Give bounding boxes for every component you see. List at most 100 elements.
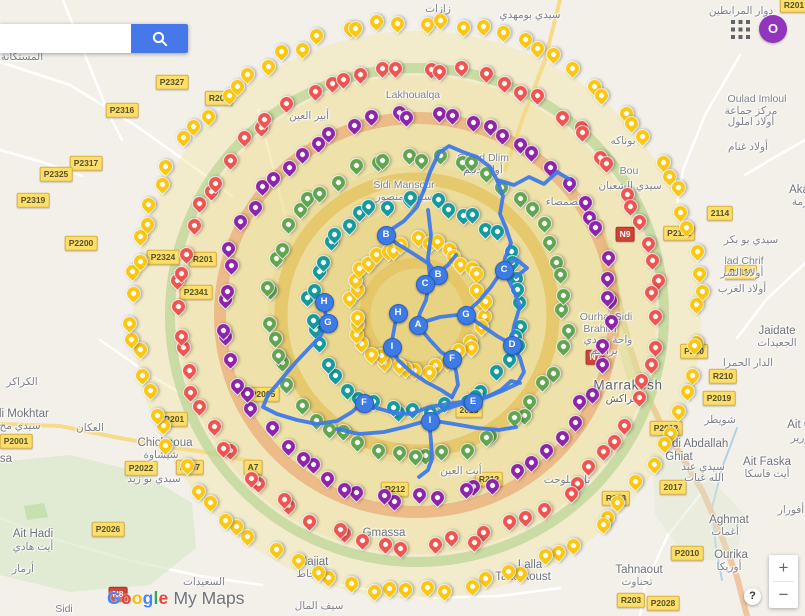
road-badge: P2324 — [146, 249, 180, 265]
road-white — [743, 138, 805, 177]
map-label: Ghiat — [665, 451, 693, 463]
route-waypoint-g[interactable]: G — [318, 313, 338, 333]
map-label: أفورار — [777, 504, 805, 516]
map-label: Aghmat — [709, 514, 749, 526]
map-label: الدار الحمرا — [722, 357, 774, 369]
map-label: Sidi — [55, 603, 73, 615]
route-waypoint-f[interactable]: F — [354, 393, 374, 413]
road-badge: P2026 — [91, 521, 125, 537]
road-badge: P2118 — [724, 264, 758, 280]
map-label: رمة — [791, 196, 805, 208]
road-badge: P2022 — [124, 460, 158, 476]
zoom-out-button[interactable]: − — [778, 585, 789, 604]
map-label: Oulad Imloul — [727, 93, 787, 105]
road-badge: P2325 — [39, 166, 73, 182]
map-label: الصمصاء — [545, 196, 585, 208]
help-button[interactable]: ? — [744, 588, 761, 605]
map-label: Aka — [789, 184, 805, 196]
map-label: سيدي بومهدي — [499, 9, 561, 21]
search-input[interactable] — [0, 24, 131, 53]
map-label: أولاد الشر — [720, 267, 764, 279]
route-waypoint-h[interactable]: H — [388, 303, 408, 323]
green-area — [652, 452, 745, 560]
map-label: سيدي عبد — [681, 461, 725, 473]
map-label: الكراكر — [6, 376, 38, 388]
map-label: sa — [0, 453, 13, 465]
map-label: السعيدات — [182, 576, 226, 588]
map-label: أرمار — [12, 563, 34, 575]
logo-letter: e — [158, 588, 169, 608]
map-label: أولاد الغرب — [717, 283, 767, 295]
logo-letter: o — [120, 588, 132, 608]
road-badge: P2001 — [0, 433, 33, 449]
map-label: أغمات — [711, 526, 739, 538]
search-bar — [0, 24, 188, 53]
map-label: الله غيات — [684, 472, 724, 484]
road-badge: P2019 — [702, 390, 736, 406]
road-badge: P2316 — [105, 102, 139, 118]
my-maps-label: My Maps — [173, 588, 245, 608]
map-label: أيت هادي — [12, 541, 54, 553]
road-badge: 2017 — [659, 479, 687, 495]
map-label: العكان — [76, 422, 104, 434]
route-waypoint-i[interactable]: I — [420, 411, 440, 431]
zoom-in-button[interactable]: + — [778, 558, 789, 577]
map-label: أولاد املول — [727, 116, 775, 128]
map-label: Ourika — [714, 549, 748, 561]
green-area — [24, 503, 48, 520]
road-badge: P2341 — [179, 284, 213, 300]
map-label: دوار المرابطين — [708, 5, 774, 17]
road-badge: P2327 — [155, 74, 189, 90]
route-waypoint-g[interactable]: G — [456, 305, 476, 325]
zoom-control: + − — [769, 555, 798, 608]
map-label: سيدي مخ — [0, 420, 41, 432]
route-waypoint-f[interactable]: F — [442, 349, 462, 369]
logo-letter: g — [142, 588, 154, 608]
route-waypoint-i[interactable]: I — [382, 337, 402, 357]
road-badge: R210 — [708, 368, 738, 384]
map-label: المستكانة — [0, 51, 44, 63]
map-label: Gmassa — [362, 527, 406, 539]
road-badge: 2114 — [706, 205, 734, 221]
road-badge: P2010 — [670, 545, 704, 561]
route-waypoint-a[interactable]: A — [408, 315, 428, 335]
map-label: بوناكه — [610, 135, 636, 147]
route-waypoint-c[interactable]: C — [494, 260, 514, 280]
account-avatar[interactable]: O — [759, 15, 787, 43]
map-label: شيشاوة — [143, 449, 179, 461]
map-label: Tahnaout — [615, 564, 663, 576]
map-label: سيدي بو زيد — [127, 473, 181, 485]
map-label: زازات — [425, 3, 451, 15]
map-label: Sidi Mansour — [373, 179, 435, 191]
logo-letter: G — [107, 588, 121, 608]
route-waypoint-c[interactable]: C — [415, 274, 435, 294]
google-logo: Google — [107, 588, 168, 608]
map-label: Jaidate — [758, 325, 796, 337]
road-badge: P2028 — [646, 595, 680, 611]
search-button[interactable] — [131, 24, 188, 53]
road-badge: R203 — [616, 592, 646, 608]
map-label: Bou — [619, 165, 639, 177]
road-badge: P2319 — [16, 192, 50, 208]
map-label: di Mokhtar — [0, 408, 49, 420]
map-label: تحناوت — [621, 576, 653, 588]
logo-letter: l — [153, 588, 159, 608]
map-label: Ait Faska — [743, 456, 791, 468]
route-waypoint-h[interactable]: H — [314, 292, 334, 312]
map-label: سيدي الشعبان — [598, 180, 662, 192]
map-label: Sidi Abdallah — [661, 438, 729, 450]
map-label: Ait Hadi — [12, 528, 54, 540]
google-my-maps-logo: Google My Maps — [107, 588, 244, 609]
map-label: أولاد غنام — [728, 141, 768, 153]
search-icon — [152, 31, 167, 46]
apps-grid-button[interactable] — [731, 20, 750, 39]
road-badge: A7 — [243, 459, 263, 475]
road-badge: P2200 — [64, 235, 98, 251]
route-waypoint-d[interactable]: D — [502, 335, 522, 355]
map-label: سيف المال — [294, 600, 344, 612]
route-waypoint-b[interactable]: B — [376, 225, 396, 245]
logo-letter: o — [131, 588, 143, 608]
map-label: مركز جماعة — [724, 105, 778, 117]
route-waypoint-e[interactable]: E — [463, 392, 483, 412]
